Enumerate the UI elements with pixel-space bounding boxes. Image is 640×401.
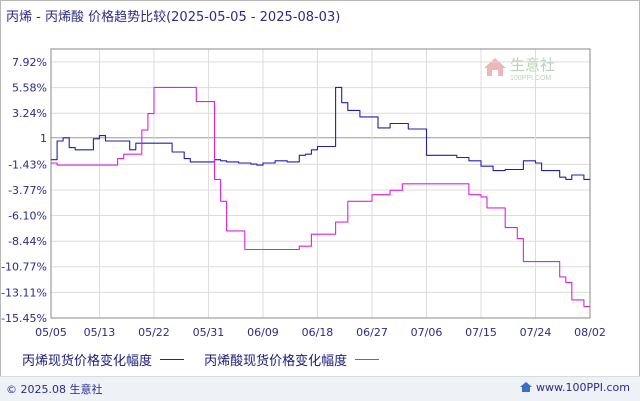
- chart-title: 丙烯 - 丙烯酸 价格趋势比较(2025-05-05 - 2025-08-03): [6, 10, 341, 25]
- x-tick-label: 06/27: [356, 326, 388, 339]
- x-tick-label: 08/02: [574, 326, 606, 339]
- y-tick-label: -1.43%: [8, 158, 47, 171]
- legend-line-propylene: [160, 359, 185, 360]
- y-tick-label: -13.11%: [1, 286, 47, 299]
- footer: © 2025.08 生意社 www.100PPI.com: [0, 376, 640, 401]
- x-tick-label: 06/09: [247, 326, 279, 339]
- y-tick-label: -15.45%: [1, 312, 47, 325]
- y-tick-label: -3.77%: [8, 184, 47, 197]
- y-tick-label: 7.92%: [12, 56, 47, 69]
- legend-label-propylene: 丙烯现货价格变化幅度: [22, 354, 153, 369]
- grid: [50, 49, 591, 319]
- legend: 丙烯现货价格变化幅度 丙烯酸现货价格变化幅度: [22, 350, 395, 369]
- x-tick-label: 07/24: [520, 326, 552, 339]
- plot-area: [50, 48, 591, 319]
- y-axis: 7.92% 5.58% 3.24% 1 -1.43% -3.77% -6.10% -8.44%…: [1, 56, 47, 325]
- x-tick-label: 07/15: [465, 326, 497, 339]
- x-tick-label: 05/22: [138, 326, 170, 339]
- y-tick-label: 1: [40, 132, 47, 145]
- legend-item-acrylic-acid: 丙烯酸现货价格变化幅度: [204, 350, 380, 369]
- y-tick-label: -6.10%: [8, 210, 47, 223]
- watermark-url: 100PPI.COM: [510, 75, 551, 82]
- copyright-text: © 2025.08 生意社: [6, 383, 103, 396]
- watermark-logo-icon: [484, 58, 506, 76]
- y-tick-label: 5.58%: [12, 82, 47, 95]
- series-line-acrylic-acid: [51, 86, 590, 308]
- x-tick-label: 07/06: [411, 326, 443, 339]
- site-logo-icon: [520, 382, 533, 392]
- series-lines: [51, 86, 590, 308]
- legend-line-acrylic-acid: [355, 359, 380, 360]
- watermark: 生意社 100PPI.COM: [484, 56, 555, 82]
- watermark-brand: 生意社: [510, 56, 555, 74]
- y-tick-label: -8.44%: [8, 235, 47, 248]
- series-line-propylene: [51, 86, 590, 180]
- x-axis: 05/05 05/13 05/22 05/31 06/09 06/18 06/27 07/06…: [35, 326, 606, 339]
- site-link-text: www.100PPI.com: [536, 381, 630, 394]
- y-tick-label: 3.24%: [12, 107, 47, 120]
- x-tick-label: 05/31: [193, 326, 225, 339]
- y-tick-label: -10.77%: [1, 261, 47, 274]
- x-tick-label: 05/13: [84, 326, 116, 339]
- site-link[interactable]: www.100PPI.com: [520, 381, 630, 394]
- x-tick-label: 06/18: [302, 326, 334, 339]
- legend-item-propylene: 丙烯现货价格变化幅度: [22, 350, 185, 369]
- x-tick-label: 05/05: [35, 326, 67, 339]
- legend-label-acrylic-acid: 丙烯酸现货价格变化幅度: [204, 354, 348, 369]
